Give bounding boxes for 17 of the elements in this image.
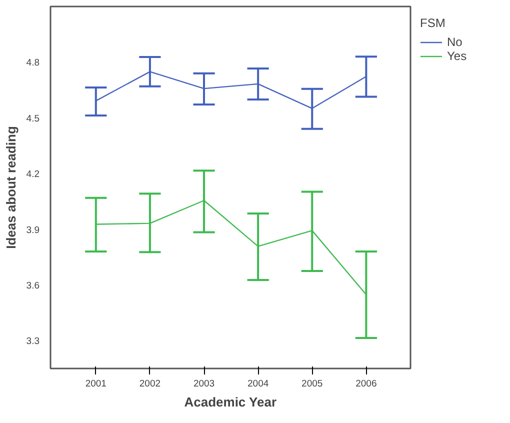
x-tick-label: 2005 <box>302 378 323 390</box>
y-tick-label: 3.3 <box>26 336 40 348</box>
y-tick-label: 4.5 <box>26 113 40 124</box>
y-tick-label: 3.6 <box>26 280 40 292</box>
x-tick-label: 2006 <box>356 378 377 390</box>
x-tick-label: 2003 <box>193 378 215 390</box>
y-tick-label: 4.2 <box>26 169 40 180</box>
x-tick-label: 2004 <box>248 378 269 390</box>
legend-title: FSM <box>420 16 446 30</box>
y-axis-title: Ideas about reading <box>3 126 18 249</box>
legend-label: No <box>447 35 464 49</box>
x-axis-title: Academic Year <box>184 394 277 410</box>
x-tick-label: 2001 <box>85 378 106 390</box>
y-tick-label: 4.8 <box>26 58 40 69</box>
legend-label: Yes <box>447 49 467 63</box>
x-tick-label: 2002 <box>139 378 161 390</box>
y-tick-label: 3.9 <box>26 224 40 236</box>
